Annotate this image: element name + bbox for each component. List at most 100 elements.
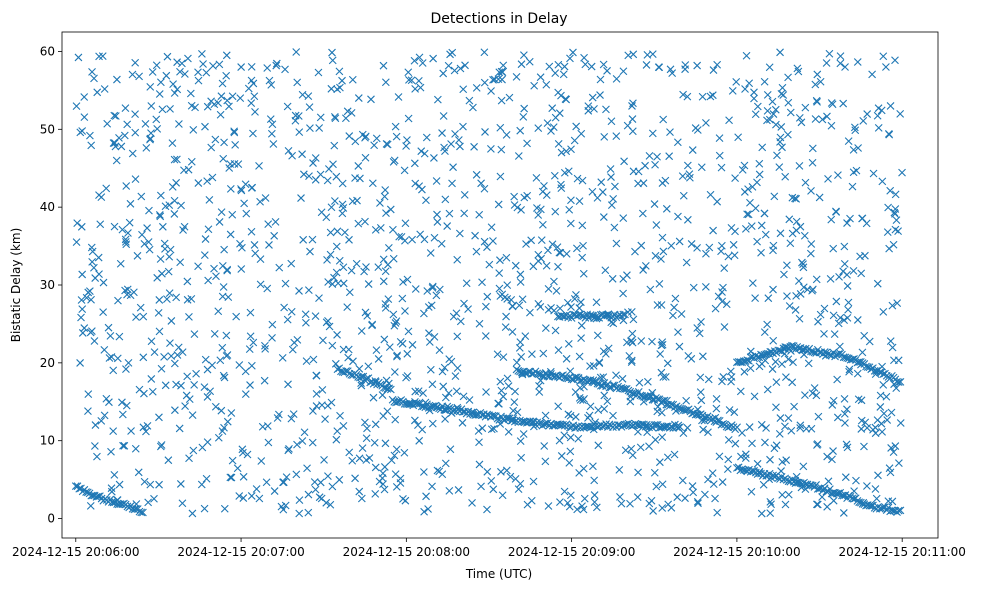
- data-point: [489, 485, 498, 494]
- data-point: [750, 392, 759, 401]
- data-point: [539, 349, 548, 358]
- data-point: [896, 378, 905, 386]
- data-point: [603, 66, 611, 75]
- data-point: [705, 243, 714, 252]
- data-point: [184, 54, 192, 63]
- data-point: [566, 219, 575, 228]
- data-point: [299, 235, 308, 244]
- data-point: [711, 304, 720, 313]
- data-point: [619, 214, 628, 223]
- data-point: [858, 214, 866, 223]
- data-point: [445, 486, 454, 495]
- data-point: [868, 70, 877, 79]
- data-point: [502, 131, 511, 139]
- data-point: [637, 241, 646, 250]
- data-point: [415, 53, 424, 62]
- data-point: [281, 65, 289, 74]
- data-point: [849, 168, 858, 177]
- data-point: [637, 337, 646, 345]
- data-point: [801, 391, 809, 400]
- data-point: [283, 102, 292, 111]
- data-point: [178, 348, 187, 357]
- data-point: [628, 329, 637, 338]
- data-point: [314, 68, 323, 77]
- data-point: [731, 425, 740, 434]
- data-point: [853, 369, 862, 378]
- data-point: [554, 60, 563, 69]
- data-point: [298, 90, 307, 99]
- data-point: [627, 444, 636, 453]
- data-point: [573, 174, 582, 183]
- data-point: [168, 182, 177, 191]
- data-point: [305, 172, 313, 181]
- data-point: [156, 255, 165, 263]
- data-point: [519, 113, 528, 121]
- y-tick-label: 50: [40, 122, 55, 136]
- data-point: [138, 230, 146, 239]
- data-point: [664, 500, 673, 509]
- data-point: [514, 152, 523, 160]
- data-point: [509, 406, 518, 415]
- data-point: [777, 123, 786, 131]
- data-point: [706, 92, 715, 101]
- data-point: [360, 267, 368, 276]
- data-point: [202, 474, 211, 483]
- data-point: [308, 438, 317, 447]
- data-point: [469, 103, 477, 112]
- data-point: [297, 194, 305, 202]
- data-point: [93, 452, 101, 461]
- data-point: [762, 471, 771, 480]
- data-point: [571, 388, 580, 396]
- data-point: [678, 172, 687, 181]
- data-point: [107, 484, 116, 493]
- data-point: [239, 494, 248, 502]
- data-point: [757, 420, 766, 429]
- data-point: [717, 247, 725, 256]
- data-point: [324, 472, 332, 481]
- data-point: [428, 419, 437, 428]
- data-point: [852, 476, 860, 485]
- data-point: [781, 500, 790, 509]
- data-point: [306, 247, 314, 256]
- data-point: [490, 75, 499, 84]
- data-point: [863, 423, 872, 432]
- data-point: [267, 129, 276, 138]
- data-point: [361, 308, 370, 317]
- data-point: [753, 353, 762, 362]
- data-point: [615, 466, 624, 474]
- data-point: [270, 231, 279, 240]
- data-point: [441, 393, 450, 402]
- data-point: [697, 163, 706, 172]
- data-point: [657, 341, 666, 350]
- data-point: [448, 48, 457, 57]
- data-point: [563, 499, 572, 507]
- data-point: [742, 51, 751, 60]
- data-point: [361, 217, 369, 226]
- data-point: [424, 303, 433, 311]
- data-point: [570, 294, 579, 303]
- data-point: [795, 314, 804, 323]
- data-point: [534, 250, 543, 259]
- data-point: [585, 411, 594, 420]
- data-point: [572, 122, 581, 131]
- data-point: [441, 459, 450, 468]
- data-point: [93, 88, 102, 97]
- data-point: [113, 75, 121, 84]
- data-point: [579, 464, 588, 473]
- data-point: [655, 458, 664, 467]
- data-point: [237, 185, 245, 193]
- data-point: [223, 96, 232, 105]
- data-point: [861, 418, 870, 427]
- data-point: [562, 95, 571, 104]
- data-point: [214, 307, 223, 316]
- data-point: [590, 104, 598, 113]
- data-point: [708, 91, 717, 100]
- data-point: [607, 117, 616, 126]
- data-point: [428, 482, 436, 491]
- data-point: [401, 219, 410, 228]
- x-tick-label: 2024-12-15 20:11:00: [838, 545, 965, 559]
- data-point: [306, 124, 314, 133]
- data-point: [792, 194, 801, 203]
- data-point: [801, 178, 810, 187]
- data-point: [121, 235, 130, 244]
